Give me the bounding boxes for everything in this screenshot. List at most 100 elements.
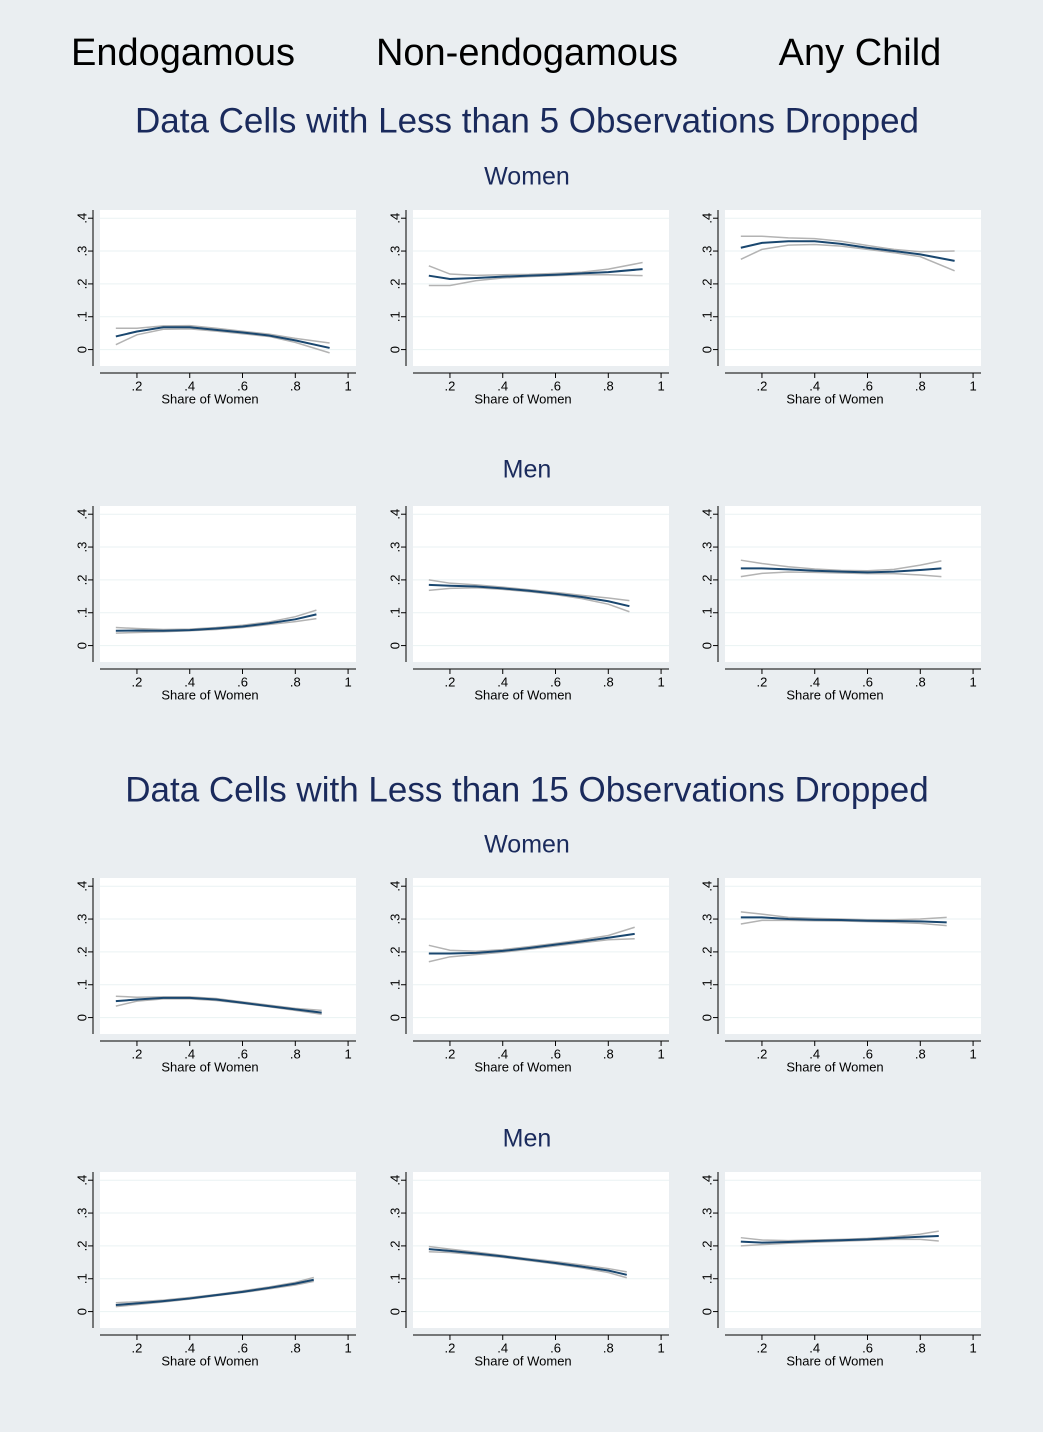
x-tick-label: .6 (550, 674, 561, 689)
y-tick-label: .2 (74, 946, 89, 957)
x-tick-label: .2 (757, 1340, 768, 1355)
x-tick-label: .8 (915, 378, 926, 393)
y-tick-label: .2 (699, 574, 714, 585)
x-tick-label: 1 (344, 1340, 351, 1355)
row-title: Women (484, 831, 570, 859)
x-tick-label: .2 (445, 1340, 456, 1355)
x-tick-label: .6 (862, 1340, 873, 1355)
series-line (740, 559, 942, 572)
x-tick-label: .2 (757, 1046, 768, 1061)
section-title: Data Cells with Less than 15 Observation… (125, 770, 928, 809)
y-tick-label: .4 (387, 1175, 402, 1186)
x-tick-label: .4 (497, 674, 508, 689)
series-line (740, 916, 947, 924)
x-tick-label: 1 (344, 674, 351, 689)
x-tick-label: .6 (237, 378, 248, 393)
x-tick-label: 1 (344, 1046, 351, 1061)
x-tick-label: .8 (290, 1340, 301, 1355)
y-tick-label: .3 (387, 1208, 402, 1219)
y-tick-label: .4 (74, 213, 89, 224)
series-line (115, 1278, 314, 1307)
x-tick-label: .4 (809, 674, 820, 689)
series-line (740, 235, 955, 253)
x-tick-label: .4 (184, 674, 195, 689)
x-tick-label: .2 (132, 674, 143, 689)
y-tick-label: .1 (699, 1273, 714, 1284)
plot-area (725, 506, 981, 662)
x-axis-label: Share of Women (161, 1059, 258, 1074)
y-tick-label: .3 (74, 246, 89, 257)
x-tick-label: .8 (603, 378, 614, 393)
y-tick-label: 0 (74, 642, 89, 649)
x-axis-label: Share of Women (161, 1353, 258, 1368)
y-tick-label: .2 (699, 946, 714, 957)
x-tick-label: .8 (603, 1340, 614, 1355)
y-tick-label: .4 (699, 509, 714, 520)
series-line (740, 240, 955, 262)
y-tick-label: .3 (387, 542, 402, 553)
series-line (740, 1235, 939, 1244)
x-tick-label: .4 (809, 1046, 820, 1061)
y-tick-label: 0 (387, 1014, 402, 1021)
x-tick-label: 1 (969, 1340, 976, 1355)
series-line (428, 583, 630, 608)
x-tick-label: .4 (497, 1046, 508, 1061)
y-tick-label: .1 (387, 607, 402, 618)
row-title: Men (503, 456, 552, 484)
x-tick-label: .8 (915, 1340, 926, 1355)
y-tick-label: .1 (387, 311, 402, 322)
x-tick-label: .8 (915, 1046, 926, 1061)
x-tick-label: 1 (969, 674, 976, 689)
x-tick-label: .4 (497, 378, 508, 393)
y-tick-label: 0 (699, 1308, 714, 1315)
y-tick-label: .4 (699, 881, 714, 892)
x-axis-label: Share of Women (786, 1353, 883, 1368)
x-axis-label: Share of Women (474, 687, 571, 702)
plot-area (725, 1172, 981, 1328)
series-line (115, 326, 330, 349)
series-line (115, 613, 317, 632)
x-tick-label: .8 (603, 674, 614, 689)
x-tick-label: .4 (809, 378, 820, 393)
x-tick-label: .6 (862, 1046, 873, 1061)
series-line (428, 1248, 627, 1276)
x-tick-label: .4 (184, 1340, 195, 1355)
x-tick-label: .4 (809, 1340, 820, 1355)
series-line (428, 261, 643, 277)
x-tick-label: .6 (237, 1340, 248, 1355)
x-tick-label: .8 (603, 1046, 614, 1061)
y-tick-label: 0 (699, 642, 714, 649)
x-tick-label: .2 (445, 1046, 456, 1061)
y-tick-label: .3 (74, 542, 89, 553)
y-tick-label: 0 (74, 1308, 89, 1315)
y-tick-label: 0 (699, 346, 714, 353)
y-tick-label: 0 (387, 346, 402, 353)
x-tick-label: 1 (969, 1046, 976, 1061)
x-axis-label: Share of Women (786, 1059, 883, 1074)
y-tick-label: .4 (74, 881, 89, 892)
x-tick-label: .6 (550, 1046, 561, 1061)
y-tick-label: .1 (74, 311, 89, 322)
plot-area (100, 878, 356, 1034)
y-tick-label: 0 (387, 1308, 402, 1315)
y-tick-label: .1 (387, 1273, 402, 1284)
series-line (115, 996, 322, 1014)
y-tick-label: .1 (387, 979, 402, 990)
y-tick-label: .1 (74, 979, 89, 990)
y-tick-label: .4 (387, 509, 402, 520)
x-tick-label: 1 (969, 378, 976, 393)
section-title: Data Cells with Less than 5 Observations… (135, 101, 919, 140)
series-line (740, 243, 955, 272)
y-tick-label: .4 (387, 213, 402, 224)
y-tick-label: .3 (699, 914, 714, 925)
column-title: Non-endogamous (376, 32, 678, 74)
x-axis-label: Share of Women (161, 687, 258, 702)
y-tick-label: 0 (387, 642, 402, 649)
y-tick-label: .4 (699, 213, 714, 224)
y-tick-label: .2 (699, 1240, 714, 1251)
y-tick-label: .4 (74, 1175, 89, 1186)
x-tick-label: .6 (550, 378, 561, 393)
x-tick-label: .8 (290, 674, 301, 689)
y-tick-label: .3 (387, 246, 402, 257)
